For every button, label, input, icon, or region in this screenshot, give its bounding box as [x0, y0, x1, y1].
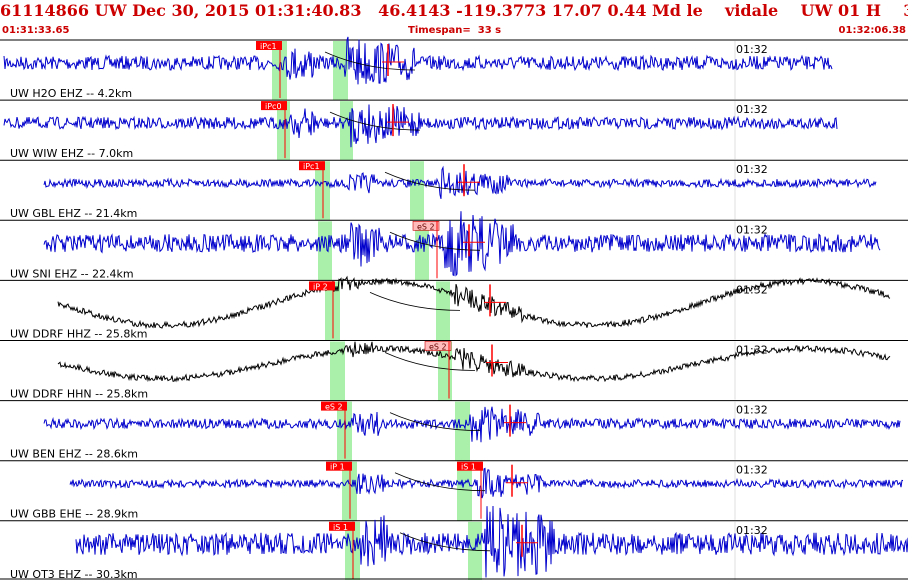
time-label: 01:32	[736, 404, 768, 417]
waveform-trace	[43, 211, 881, 277]
time-label: 01:32	[736, 223, 768, 236]
coda-curve	[329, 111, 421, 131]
phase-pick-label: iP 1	[330, 463, 345, 472]
phase-pick-marker	[261, 101, 287, 111]
waveform-trace	[3, 104, 838, 148]
coda-curve	[384, 352, 476, 371]
station-label: UW GBL EHZ -- 21.4km	[10, 207, 137, 220]
phase-pick-label: iS 1	[333, 523, 348, 532]
phase-pick-label: iPc0	[265, 102, 282, 111]
waveform-trace	[75, 505, 908, 578]
s-window	[457, 461, 472, 521]
end-time: 01:32:06.38	[838, 25, 906, 36]
coda-curve	[389, 412, 481, 431]
time-label: 01:32	[736, 344, 768, 357]
station-label: UW BEN EHZ -- 28.6km	[10, 448, 138, 461]
p-window	[330, 341, 345, 401]
coda-curve	[384, 171, 476, 191]
phase-pick-label: eS 2	[429, 343, 447, 352]
coda-curve	[394, 472, 486, 492]
phase-pick-marker	[457, 461, 483, 471]
time-label: 01:32	[736, 464, 768, 477]
phase-pick-label: eS 2	[325, 403, 343, 412]
time-label: 01:32	[736, 163, 768, 176]
time-label: 01:32	[736, 43, 768, 56]
time-label: 01:32	[736, 524, 768, 537]
phase-pick-marker	[256, 41, 282, 50]
phase-pick-label: iP 2	[313, 282, 328, 291]
p-window	[277, 101, 290, 161]
s-window	[455, 401, 470, 461]
station-label: UW DDRF HHN -- 25.8km	[10, 388, 148, 401]
phase-pick-marker	[424, 341, 452, 351]
phase-pick-marker	[329, 521, 355, 531]
s-window	[415, 221, 429, 281]
coda-curve	[369, 292, 461, 311]
phase-pick-marker	[412, 221, 440, 231]
phase-pick-label: iPc1	[303, 162, 320, 171]
phase-pick-marker	[326, 461, 352, 471]
station-label: UW SNI EHZ -- 22.4km	[10, 267, 134, 280]
s-window	[333, 41, 348, 101]
s-window	[410, 161, 424, 221]
s-window	[436, 281, 450, 341]
waveform-trace	[57, 275, 891, 330]
station-label: UW WIW EHZ -- 7.0km	[10, 147, 133, 160]
waveform-trace	[43, 165, 877, 200]
waveform-trace	[57, 341, 891, 383]
timespan: Timespan= 33 s	[408, 25, 502, 36]
waveform-trace	[43, 406, 901, 443]
time-label: 01:32	[736, 283, 768, 296]
start-time: 01:31:33.65	[2, 25, 70, 36]
phase-pick-label: iPc1	[260, 42, 277, 51]
phase-pick-label: iS 1	[461, 463, 476, 472]
event-title: 61114866 UW Dec 30, 2015 01:31:40.83 46.…	[0, 1, 908, 20]
waveform-trace	[69, 467, 904, 499]
event-header: 61114866 UW Dec 30, 2015 01:31:40.83 46.…	[0, 0, 908, 40]
coda-curve	[324, 51, 416, 71]
station-label: UW GBB EHE -- 28.9km	[10, 508, 138, 521]
time-label: 01:32	[736, 103, 768, 116]
coda-curve	[399, 532, 491, 552]
station-label: UW H2O EHZ -- 4.2km	[10, 87, 132, 100]
coda-curve	[389, 231, 481, 251]
station-label: UW OT3 EHZ -- 30.3km	[10, 568, 138, 580]
phase-pick-marker	[321, 401, 347, 411]
phase-pick-marker	[299, 161, 325, 171]
station-label: UW DDRF HHZ -- 25.8km	[10, 327, 147, 340]
waveform-trace	[3, 36, 833, 85]
phase-pick-label: eS 2	[417, 222, 435, 231]
phase-pick-marker	[309, 281, 335, 291]
